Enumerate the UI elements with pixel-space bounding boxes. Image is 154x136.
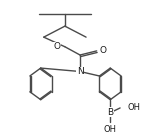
Text: O: O xyxy=(99,46,107,55)
Text: OH: OH xyxy=(104,125,117,134)
Text: B: B xyxy=(107,108,113,117)
Text: N: N xyxy=(77,67,83,76)
Text: O: O xyxy=(53,42,60,51)
Text: OH: OH xyxy=(128,103,141,112)
